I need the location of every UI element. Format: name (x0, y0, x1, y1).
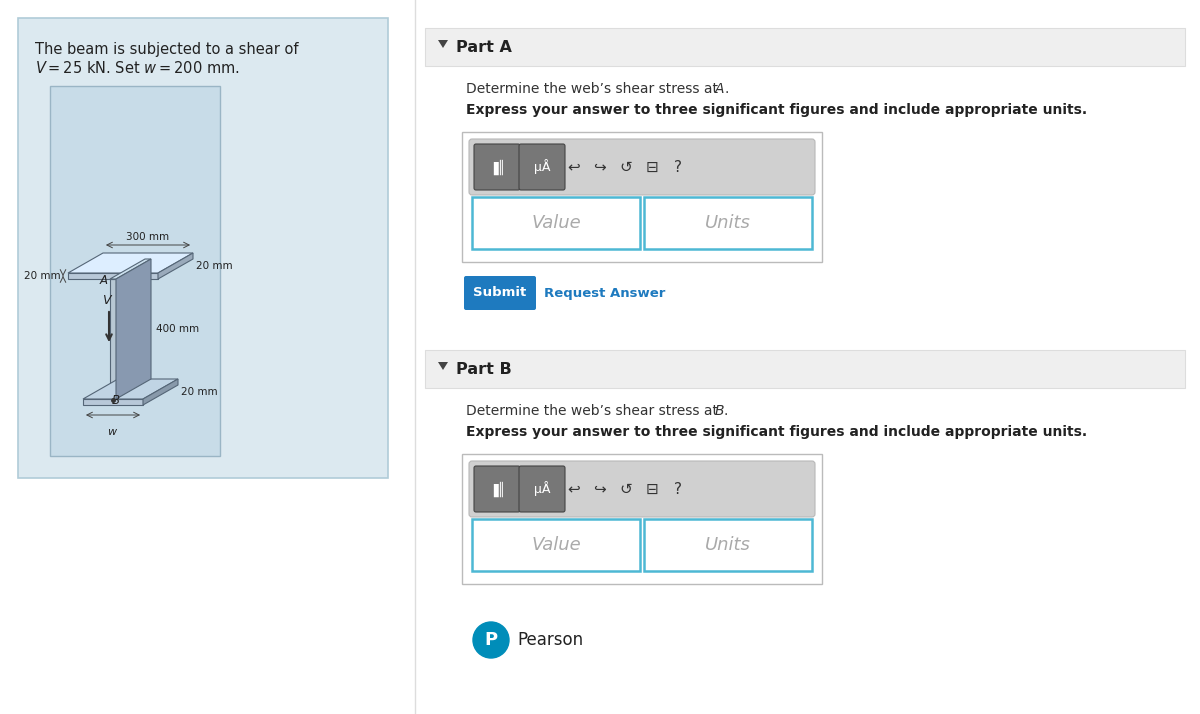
Polygon shape (68, 273, 158, 279)
Text: ↺: ↺ (619, 159, 632, 174)
Polygon shape (438, 362, 448, 370)
Bar (425, 28, 1186, 66)
Text: ?: ? (674, 481, 682, 496)
Text: Part A: Part A (456, 39, 512, 54)
Polygon shape (158, 253, 193, 279)
Polygon shape (143, 379, 178, 405)
Text: Part B: Part B (456, 361, 511, 376)
Text: ?: ? (674, 159, 682, 174)
Text: Determine the web’s shear stress at: Determine the web’s shear stress at (466, 404, 722, 418)
FancyBboxPatch shape (469, 461, 815, 517)
Bar (644, 519, 812, 571)
FancyBboxPatch shape (464, 276, 536, 310)
Polygon shape (110, 259, 151, 279)
Circle shape (473, 622, 509, 658)
Text: 20 mm: 20 mm (196, 261, 233, 271)
Text: ▐║: ▐║ (488, 481, 505, 497)
Text: ↺: ↺ (619, 481, 632, 496)
Text: ⊟: ⊟ (646, 481, 659, 496)
Text: The beam is subjected to a shear of: The beam is subjected to a shear of (35, 42, 299, 57)
Bar (462, 454, 822, 584)
Text: ⊟: ⊟ (646, 159, 659, 174)
Text: ▐║: ▐║ (488, 159, 505, 175)
Text: Express your answer to three significant figures and include appropriate units.: Express your answer to three significant… (466, 103, 1087, 117)
Text: V: V (102, 294, 110, 307)
Text: Request Answer: Request Answer (544, 286, 665, 299)
Polygon shape (110, 279, 116, 399)
Polygon shape (83, 399, 143, 405)
Text: $B$.: $B$. (714, 404, 728, 418)
FancyBboxPatch shape (469, 139, 815, 195)
Text: Units: Units (706, 214, 751, 232)
Text: P: P (485, 631, 498, 649)
FancyBboxPatch shape (520, 466, 565, 512)
Text: Units: Units (706, 536, 751, 554)
Polygon shape (83, 379, 178, 399)
Text: 20 mm: 20 mm (181, 387, 217, 397)
Text: 20 mm: 20 mm (24, 271, 61, 281)
Text: $V = 25$ kN. Set $w = 200$ mm.: $V = 25$ kN. Set $w = 200$ mm. (35, 60, 240, 76)
Text: Value: Value (532, 214, 581, 232)
Text: 400 mm: 400 mm (156, 324, 199, 334)
Text: ↪: ↪ (594, 159, 606, 174)
Bar (50, 86, 220, 456)
Text: μÅ: μÅ (534, 159, 551, 174)
Polygon shape (68, 253, 193, 273)
FancyBboxPatch shape (474, 466, 520, 512)
Text: $w$: $w$ (108, 427, 119, 437)
Bar (425, 350, 1186, 388)
Polygon shape (438, 40, 448, 48)
Text: A: A (100, 273, 108, 286)
Bar (644, 197, 812, 249)
Bar (472, 197, 640, 249)
FancyBboxPatch shape (474, 144, 520, 190)
Bar (462, 132, 822, 262)
Text: 300 mm: 300 mm (126, 232, 169, 242)
Text: Determine the web’s shear stress at: Determine the web’s shear stress at (466, 82, 722, 96)
Bar (18, 18, 388, 478)
Text: B: B (112, 393, 120, 406)
Text: μÅ: μÅ (534, 481, 551, 496)
Text: Value: Value (532, 536, 581, 554)
Text: ↪: ↪ (594, 481, 606, 496)
Text: ↩: ↩ (568, 159, 581, 174)
FancyBboxPatch shape (520, 144, 565, 190)
Text: $A$.: $A$. (714, 82, 730, 96)
Polygon shape (116, 259, 151, 399)
Text: Submit: Submit (473, 286, 527, 299)
Text: ↩: ↩ (568, 481, 581, 496)
Bar (472, 519, 640, 571)
Text: Express your answer to three significant figures and include appropriate units.: Express your answer to three significant… (466, 425, 1087, 439)
Text: Pearson: Pearson (517, 631, 583, 649)
